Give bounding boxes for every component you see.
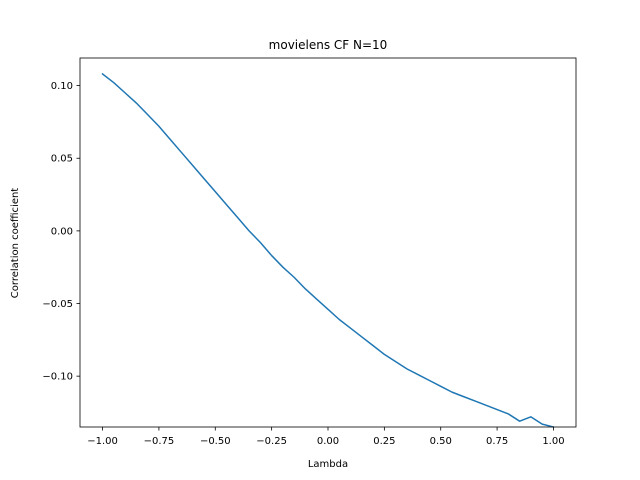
series-line-correlation <box>101 72 555 428</box>
x-axis-label: Lambda <box>308 459 348 470</box>
y-tick-label: −0.05 <box>42 299 73 310</box>
x-tick-label: −0.50 <box>200 436 231 447</box>
y-tick-label: 0.10 <box>51 81 73 92</box>
x-tick-label: −0.75 <box>144 436 175 447</box>
x-tick-label: 0.50 <box>430 436 452 447</box>
x-tick-label: −0.25 <box>256 436 287 447</box>
plot-area <box>101 72 555 428</box>
y-axis: 0.10 0.05 0.00 −0.05 −0.10 <box>42 81 80 383</box>
x-tick-label: 0.75 <box>486 436 508 447</box>
x-axis: −1.00 −0.75 −0.50 −0.25 0.00 0.25 0.50 0.75 1.00 <box>87 427 565 447</box>
y-tick-label: 0.05 <box>51 154 73 165</box>
x-tick-label: 0.25 <box>373 436 395 447</box>
y-tick-label: −0.10 <box>42 372 73 383</box>
x-tick-label: 0.00 <box>317 436 339 447</box>
y-axis-label: Correlation coefficient <box>10 188 21 299</box>
chart-title: movielens CF N=10 <box>269 38 388 52</box>
x-tick-label: −1.00 <box>87 436 118 447</box>
x-tick-label: 1.00 <box>542 436 564 447</box>
y-tick-label: 0.00 <box>51 226 73 237</box>
